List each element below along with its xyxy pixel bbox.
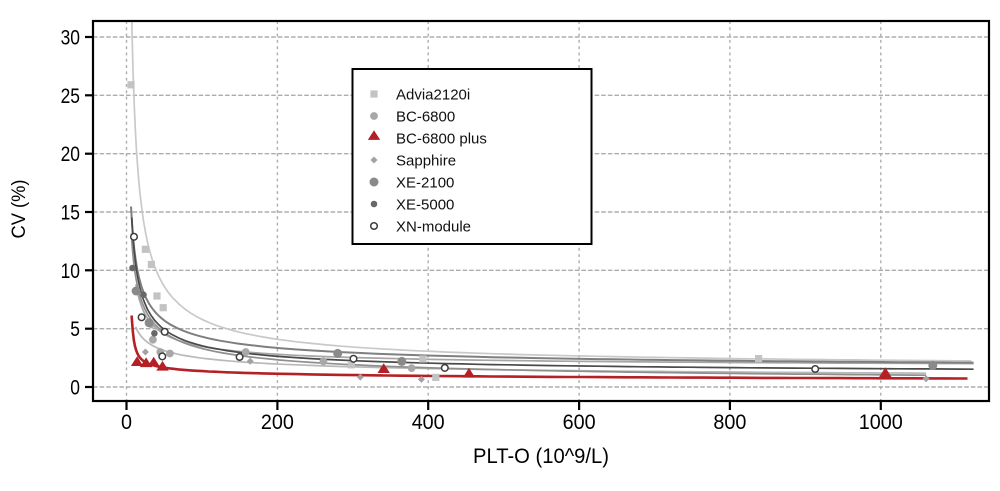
svg-text:15: 15 — [61, 202, 80, 225]
svg-text:400: 400 — [412, 411, 445, 434]
svg-text:20: 20 — [61, 143, 80, 166]
svg-text:XE-5000: XE-5000 — [396, 197, 454, 214]
svg-text:0: 0 — [70, 377, 80, 400]
svg-text:XN-module: XN-module — [396, 219, 471, 236]
svg-text:PLT-O (10^9/L): PLT-O (10^9/L) — [473, 445, 609, 468]
svg-text:1000: 1000 — [859, 411, 903, 434]
svg-text:5: 5 — [70, 318, 80, 341]
svg-text:0: 0 — [121, 411, 132, 434]
svg-text:30: 30 — [61, 27, 80, 50]
svg-text:CV (%): CV (%) — [8, 180, 30, 239]
svg-text:Sapphire: Sapphire — [396, 153, 456, 170]
svg-text:10: 10 — [61, 260, 80, 283]
svg-text:BC-6800: BC-6800 — [396, 109, 455, 126]
svg-text:25: 25 — [61, 85, 80, 108]
svg-text:600: 600 — [563, 411, 596, 434]
svg-text:BC-6800 plus: BC-6800 plus — [396, 131, 487, 148]
svg-text:XE-2100: XE-2100 — [396, 175, 454, 192]
svg-text:800: 800 — [713, 411, 746, 434]
svg-text:200: 200 — [261, 411, 294, 434]
svg-text:Advia2120i: Advia2120i — [396, 87, 470, 104]
